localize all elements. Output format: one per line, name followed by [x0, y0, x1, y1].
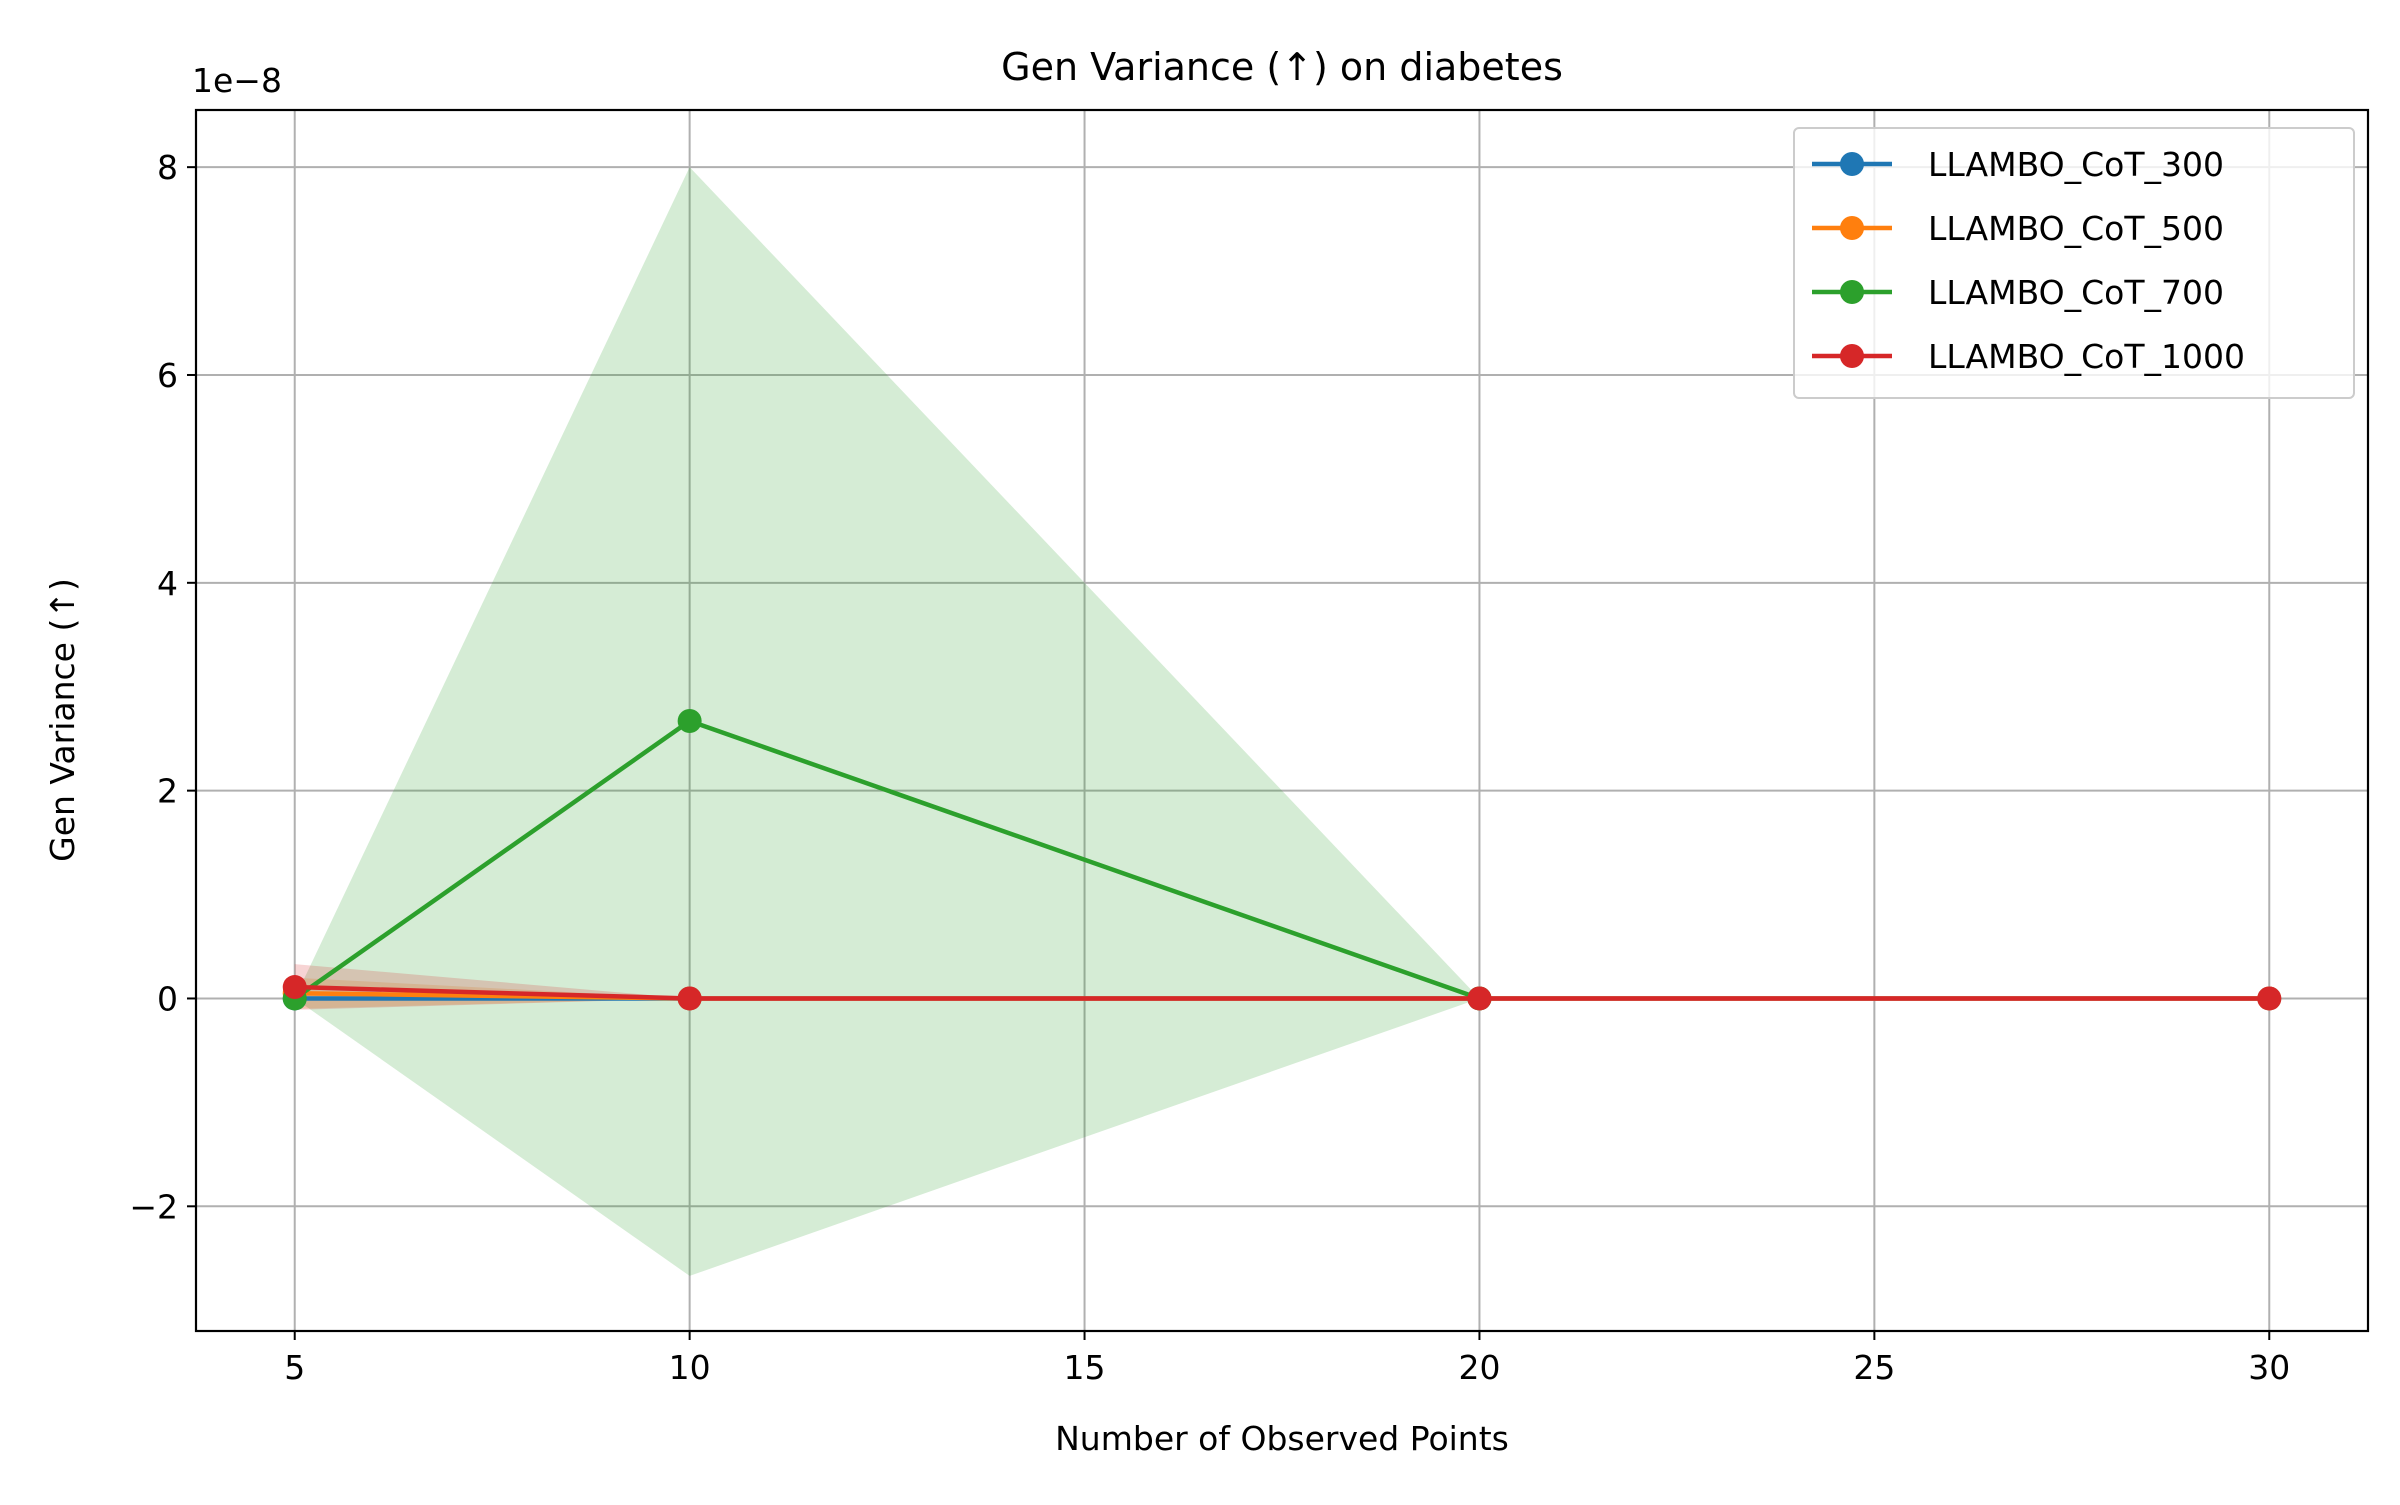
legend-swatch-marker-llambo-cot-300	[1840, 152, 1864, 176]
data-point-llambo-cot-700	[677, 709, 702, 734]
legend-swatch-marker-llambo-cot-500	[1840, 216, 1864, 240]
confidence-band-llambo-cot-700	[294, 167, 1480, 1276]
data-point-llambo-cot-1000	[282, 975, 307, 1000]
data-point-llambo-cot-1000	[1467, 986, 1492, 1011]
x-tick-label: 20	[1458, 1348, 1500, 1387]
data-point-llambo-cot-1000	[2257, 986, 2282, 1011]
legend-swatch-marker-llambo-cot-1000	[1840, 344, 1864, 368]
chart-title: Gen Variance (↑) on diabetes	[1001, 45, 1563, 89]
data-point-llambo-cot-1000	[677, 986, 702, 1011]
legend: LLAMBO_CoT_300 LLAMBO_CoT_500 LLAMBO_CoT_7…	[1793, 127, 2355, 399]
x-tick-label: 5	[284, 1348, 305, 1387]
y-axis-label: Gen Variance (↑)	[43, 578, 82, 862]
series-lines	[282, 709, 2282, 1011]
y-axis-offset-label: 1e−8	[192, 61, 282, 100]
y-tick-label: 4	[157, 564, 178, 603]
y-tick-label: 0	[157, 979, 178, 1018]
legend-frame	[1793, 127, 2355, 399]
legend-label-llambo-cot-500: LLAMBO_CoT_500	[1928, 209, 2224, 248]
x-tick-label: 30	[2248, 1348, 2290, 1387]
y-tick-label: −2	[129, 1187, 178, 1226]
y-tick-label: 2	[157, 772, 178, 811]
x-tick-label: 10	[669, 1348, 711, 1387]
y-tick-label: 6	[157, 356, 178, 395]
plot-area-frame	[194, 108, 2370, 1333]
legend-label-llambo-cot-700: LLAMBO_CoT_700	[1928, 273, 2224, 312]
legend-label-llambo-cot-300: LLAMBO_CoT_300	[1928, 145, 2224, 184]
x-tick-label: 25	[1853, 1348, 1895, 1387]
legend-swatch-marker-llambo-cot-700	[1840, 280, 1864, 304]
x-tick-label: 15	[1064, 1348, 1106, 1387]
axis-ticks: 5 10 15 20 25 30 −2 0 2 4 6 8	[129, 148, 2290, 1387]
legend-label-llambo-cot-1000: LLAMBO_CoT_1000	[1928, 337, 2245, 376]
series-line-llambo-cot-1000	[294, 984, 2270, 1001]
y-tick-label: 8	[157, 148, 178, 187]
x-axis-label: Number of Observed Points	[1055, 1419, 1509, 1458]
